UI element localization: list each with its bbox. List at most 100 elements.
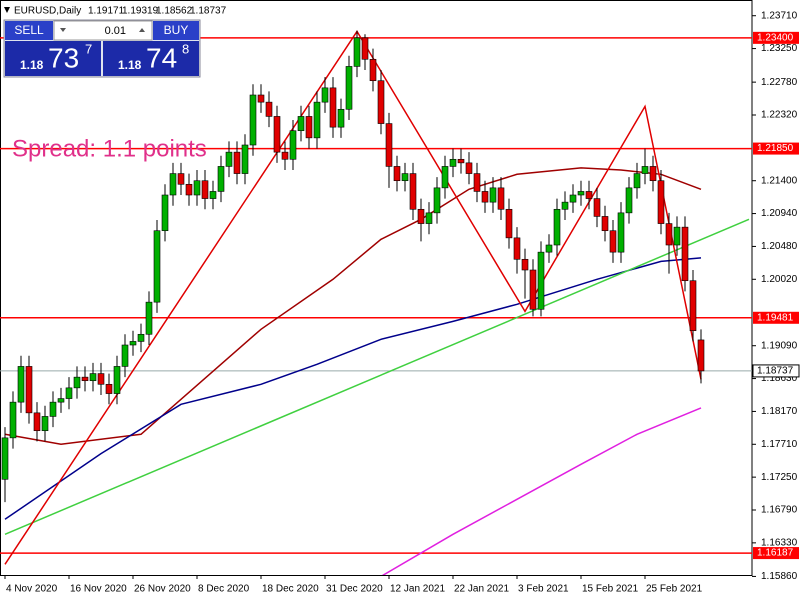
x-tick-label: 4 Nov 2020 bbox=[6, 584, 58, 595]
trade-panel: SELL 0.01 BUY 1.18 73 7 1.18 74 8 bbox=[3, 19, 201, 78]
x-tick-label: 31 Dec 2020 bbox=[326, 584, 383, 595]
candle-body bbox=[689, 280, 697, 332]
candle-body bbox=[321, 87, 329, 103]
y-tick-label: 1.20480 bbox=[761, 241, 798, 252]
bid-big: 1.18 bbox=[20, 58, 44, 72]
lot-up[interactable] bbox=[139, 28, 145, 32]
candle-body bbox=[65, 387, 73, 399]
candle-body bbox=[273, 116, 281, 153]
candle-body bbox=[233, 151, 241, 174]
y-tick-label: 1.17710 bbox=[761, 439, 798, 450]
header-low: 1.18562 bbox=[156, 6, 193, 17]
candle-body bbox=[129, 341, 137, 346]
candle-body bbox=[425, 212, 433, 224]
candle-body bbox=[481, 191, 489, 203]
sell-label: SELL bbox=[14, 23, 44, 37]
sell-button[interactable] bbox=[5, 21, 53, 40]
bid-pips: 73 bbox=[48, 42, 79, 73]
candle-body bbox=[409, 173, 417, 210]
candle-body bbox=[97, 373, 105, 385]
buy-price-box[interactable] bbox=[103, 41, 199, 76]
candle-body bbox=[433, 187, 441, 214]
candle-body bbox=[209, 191, 217, 199]
level-label-box bbox=[753, 547, 799, 560]
candle-body bbox=[281, 151, 289, 160]
candle-body bbox=[81, 376, 89, 382]
y-tick-label: 1.23250 bbox=[761, 43, 798, 54]
level-label: 1.23400 bbox=[757, 32, 794, 43]
candle-body bbox=[137, 333, 145, 342]
candle-body bbox=[225, 151, 233, 167]
x-tick-label: 18 Dec 2020 bbox=[262, 584, 319, 595]
candle-body bbox=[385, 123, 393, 167]
current-price-label: 1.18737 bbox=[757, 366, 794, 377]
ask-pips: 74 bbox=[146, 42, 177, 73]
x-tick-label: 22 Jan 2021 bbox=[454, 584, 509, 595]
buy-button[interactable] bbox=[153, 21, 199, 40]
lot-down[interactable] bbox=[60, 28, 66, 32]
x-tick-label: 15 Feb 2021 bbox=[582, 584, 639, 595]
candle-body bbox=[577, 191, 585, 196]
candle-body bbox=[649, 166, 657, 182]
candle-body bbox=[489, 187, 497, 203]
y-tick-label: 1.20020 bbox=[761, 274, 798, 285]
candle-body bbox=[345, 66, 353, 110]
candle-body bbox=[161, 194, 169, 232]
lot-input[interactable] bbox=[53, 20, 153, 41]
candle-body bbox=[537, 251, 545, 310]
candle-body bbox=[353, 37, 361, 67]
y-tick-label: 1.23710 bbox=[761, 10, 798, 21]
header-high: 1.19319 bbox=[122, 6, 159, 17]
plot-frame bbox=[0, 0, 753, 576]
indicator-line bbox=[381, 407, 702, 575]
candle-body bbox=[265, 101, 273, 117]
candle-body bbox=[33, 412, 41, 432]
candle-body bbox=[41, 416, 49, 432]
ask-fraction: 8 bbox=[182, 41, 189, 56]
level-label-box bbox=[753, 311, 799, 324]
candle-body bbox=[497, 187, 505, 210]
candle-body bbox=[337, 108, 345, 128]
candle-body bbox=[17, 366, 25, 403]
candle-body bbox=[545, 244, 553, 253]
candle-body bbox=[169, 173, 177, 196]
sell-price-box[interactable] bbox=[5, 41, 101, 76]
level-label: 1.16187 bbox=[757, 548, 794, 559]
candle-body bbox=[217, 166, 225, 192]
y-tick-label: 1.16790 bbox=[761, 505, 798, 516]
candle-body bbox=[601, 216, 609, 232]
candle-body bbox=[681, 226, 689, 282]
candle-body bbox=[121, 344, 129, 367]
candle-body bbox=[657, 180, 665, 224]
candle-body bbox=[553, 208, 561, 246]
candle-body bbox=[113, 366, 121, 394]
indicator-line bbox=[4, 257, 702, 520]
candle-body bbox=[1, 437, 9, 480]
collapse-icon[interactable] bbox=[4, 7, 10, 13]
level-label-box bbox=[753, 142, 799, 155]
candle-body bbox=[105, 383, 113, 394]
candle-body bbox=[241, 144, 249, 174]
candle-body bbox=[145, 301, 153, 335]
candle-body bbox=[289, 130, 297, 160]
y-tick-label: 1.19090 bbox=[761, 340, 798, 351]
indicator-line bbox=[4, 218, 750, 535]
y-tick-label: 1.22780 bbox=[761, 77, 798, 88]
candle-body bbox=[505, 208, 513, 239]
candle-body bbox=[361, 37, 369, 60]
candle-body bbox=[249, 94, 257, 146]
level-label: 1.21850 bbox=[757, 143, 794, 154]
candle-body bbox=[57, 398, 65, 403]
candle-body bbox=[521, 258, 529, 271]
level-label: 1.19481 bbox=[757, 312, 794, 323]
current-price-box bbox=[752, 364, 800, 378]
candle-body bbox=[609, 230, 617, 253]
y-tick-label: 1.20940 bbox=[761, 208, 798, 219]
candle-body bbox=[465, 162, 473, 174]
x-tick-label: 16 Nov 2020 bbox=[70, 584, 127, 595]
candle-body bbox=[457, 158, 465, 164]
ask-big: 1.18 bbox=[118, 58, 142, 72]
candle-body bbox=[529, 269, 537, 310]
y-tick-label: 1.16330 bbox=[761, 537, 798, 548]
